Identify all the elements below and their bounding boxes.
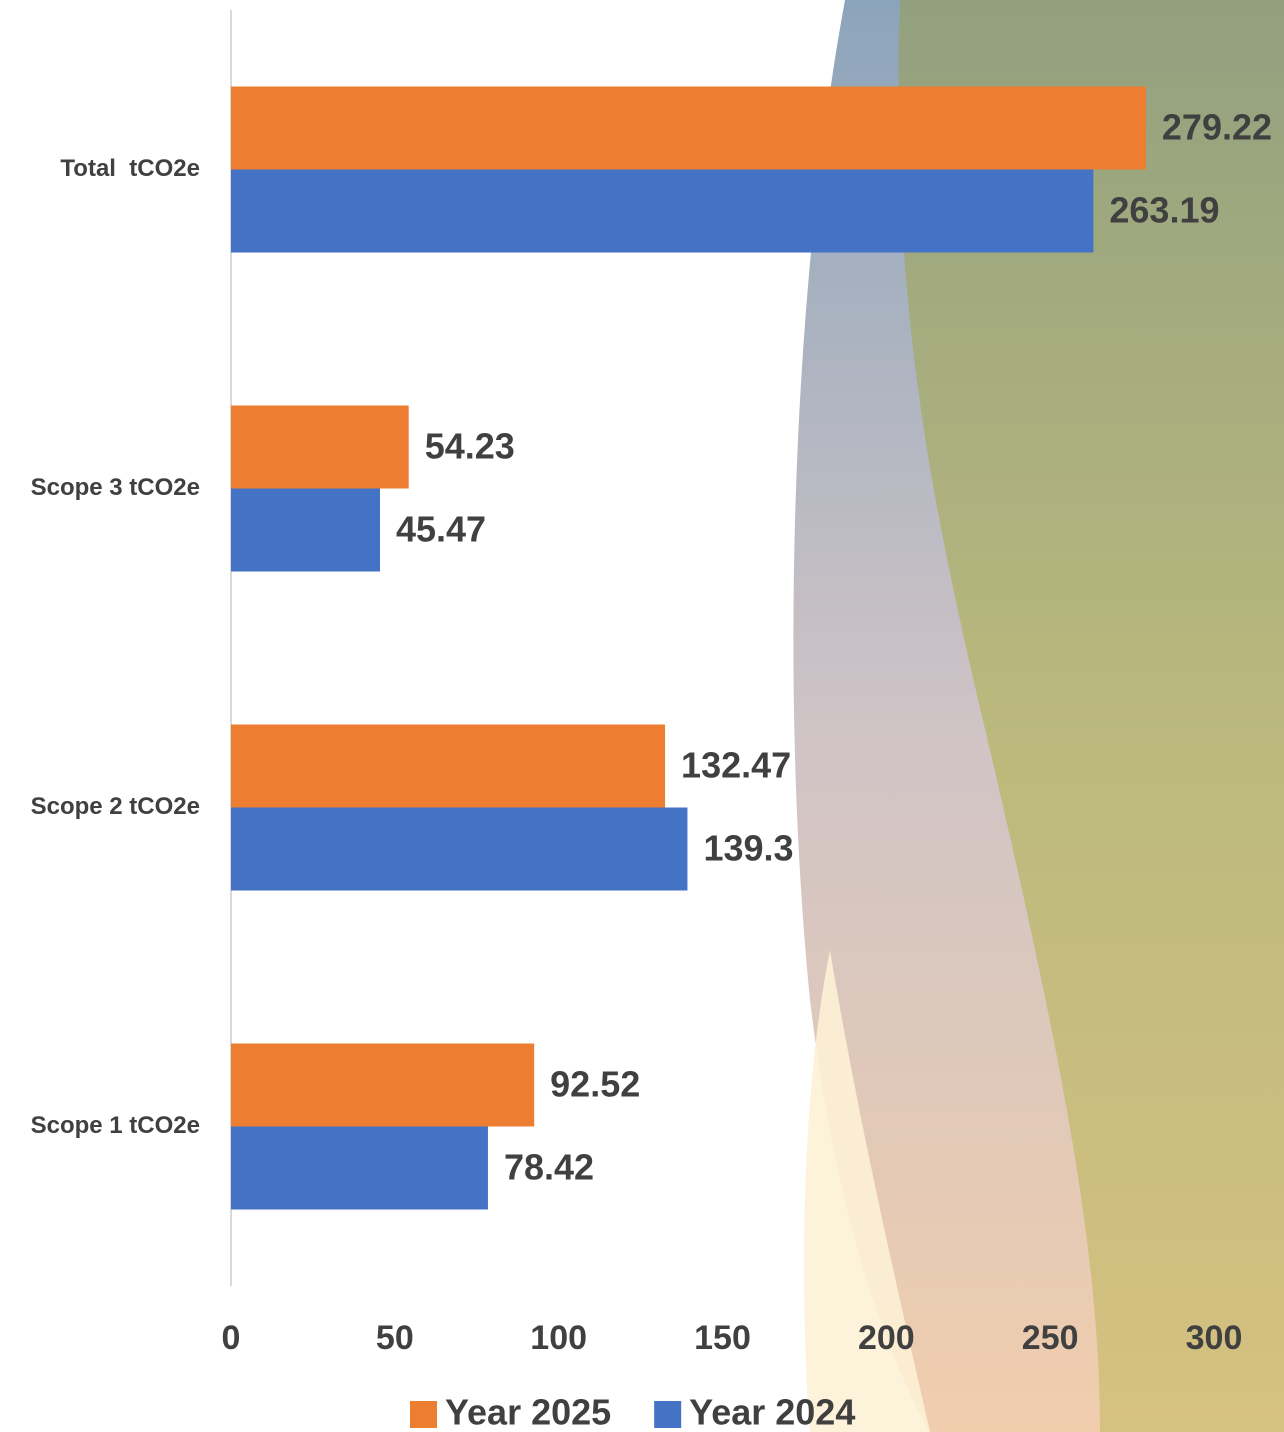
data-label: 139.3 bbox=[703, 828, 793, 869]
data-label: 263.19 bbox=[1109, 190, 1219, 231]
y-tick-label: Scope 1 tCO2e bbox=[31, 1112, 200, 1139]
bar bbox=[231, 1126, 488, 1210]
x-tick-label: 250 bbox=[1022, 1319, 1079, 1357]
x-tick-label: 0 bbox=[222, 1319, 241, 1357]
legend-label: Year 2025 bbox=[445, 1392, 611, 1432]
data-label: 279.22 bbox=[1162, 107, 1272, 148]
bar bbox=[231, 1043, 535, 1127]
bar bbox=[231, 724, 666, 808]
legend-swatch bbox=[654, 1401, 682, 1428]
bar bbox=[231, 405, 409, 489]
bar bbox=[231, 488, 380, 572]
y-tick-label: Scope 2 tCO2e bbox=[31, 793, 200, 820]
data-label: 45.47 bbox=[396, 509, 486, 550]
bar bbox=[231, 169, 1094, 253]
data-label: 92.52 bbox=[550, 1064, 640, 1105]
background-decoration bbox=[793, 0, 1284, 1432]
x-tick-label: 50 bbox=[376, 1319, 414, 1357]
y-tick-label: Total tCO2e bbox=[60, 155, 200, 182]
legend-label: Year 2024 bbox=[689, 1392, 855, 1432]
x-tick-label: 300 bbox=[1186, 1319, 1243, 1357]
data-label: 78.42 bbox=[504, 1147, 594, 1188]
legend-swatch bbox=[410, 1401, 437, 1428]
data-label: 54.23 bbox=[425, 426, 515, 467]
x-tick-label: 200 bbox=[858, 1319, 915, 1357]
bar bbox=[231, 807, 688, 891]
x-tick-label: 100 bbox=[530, 1319, 587, 1357]
y-tick-label: Scope 3 tCO2e bbox=[31, 474, 200, 501]
x-tick-label: 150 bbox=[694, 1319, 751, 1357]
data-label: 132.47 bbox=[681, 745, 791, 786]
bar bbox=[231, 86, 1146, 170]
